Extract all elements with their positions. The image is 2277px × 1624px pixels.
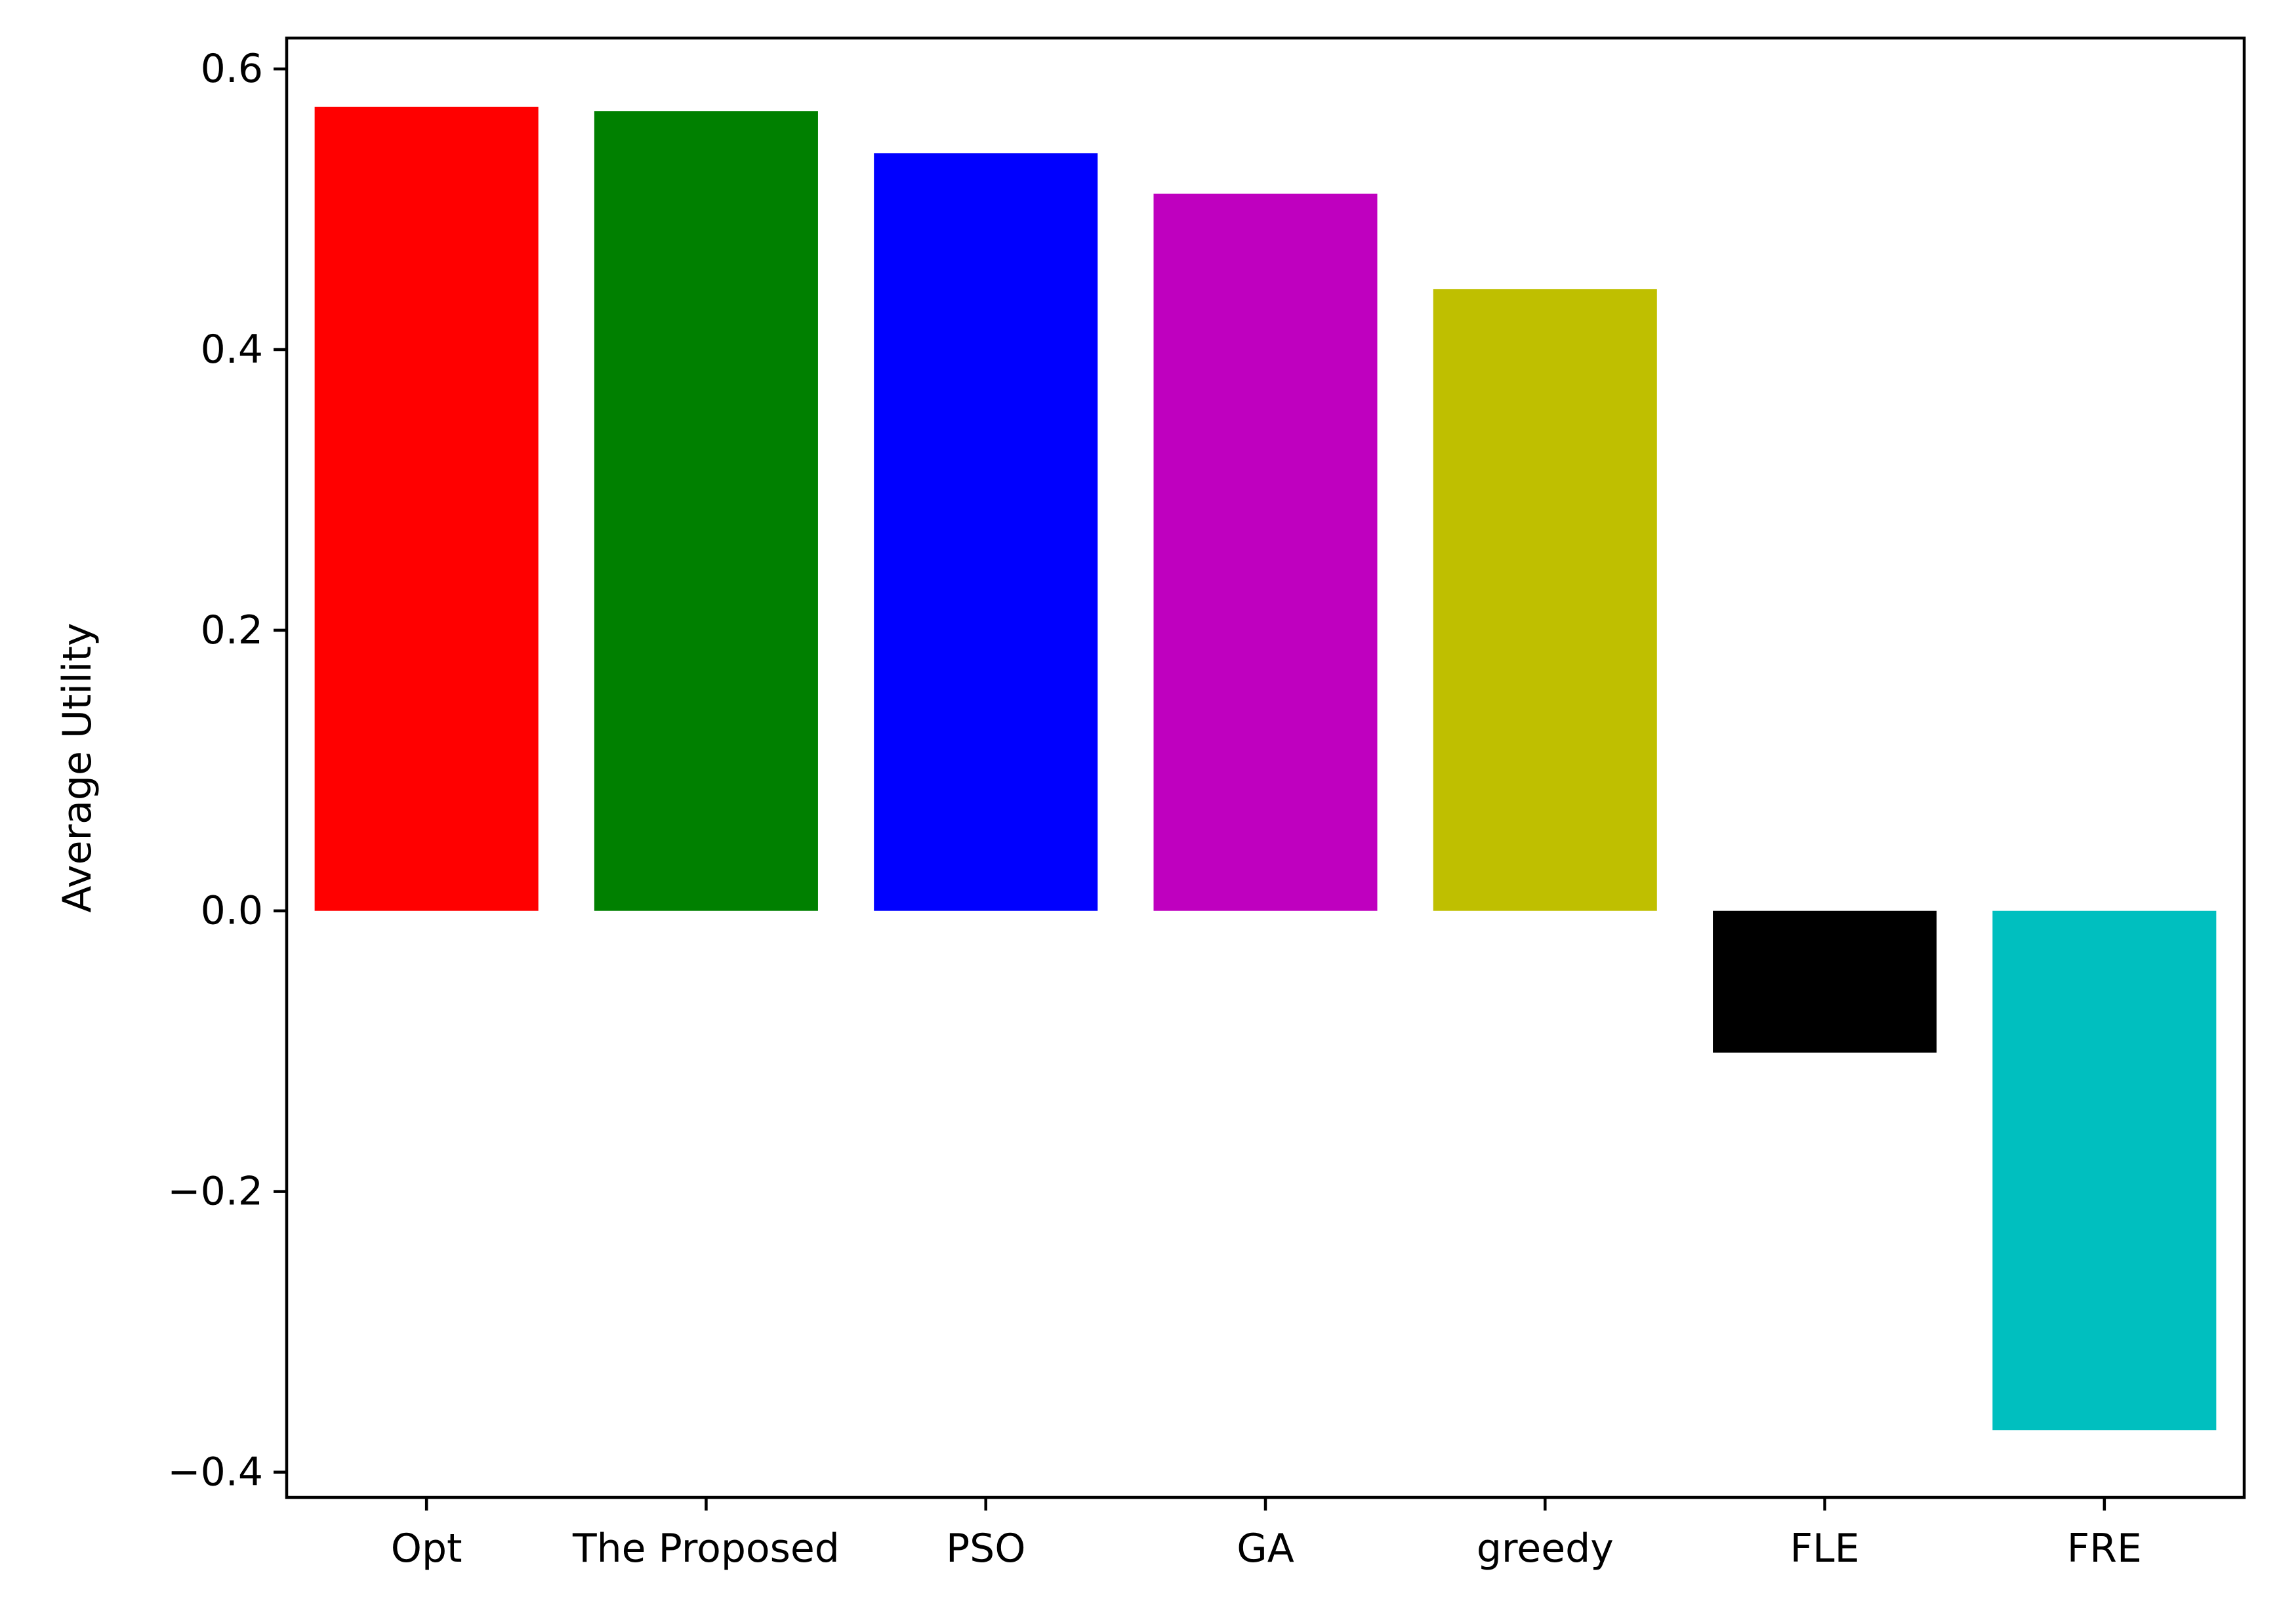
bar-opt xyxy=(314,106,539,911)
bar-fle xyxy=(1713,910,1937,1053)
x-tick-label: PSO xyxy=(946,1526,1026,1572)
y-tick-label: 0.4 xyxy=(201,327,263,373)
y-axis-ticks: −0.4 −0.2 0.0 0.2 0.4 0.6 xyxy=(167,46,287,1495)
bar-fre xyxy=(1992,910,2217,1431)
plot-frame xyxy=(285,36,2246,1499)
bars-group xyxy=(314,106,2217,1431)
y-axis-label: Average Utility xyxy=(54,623,100,913)
x-tick-label: The Proposed xyxy=(572,1526,840,1572)
bar-pso xyxy=(874,153,1098,911)
x-tick-label: FLE xyxy=(1790,1526,1860,1572)
y-tick-label: −0.2 xyxy=(167,1169,263,1215)
bar-the-proposed xyxy=(594,111,818,911)
x-tick-label: FRE xyxy=(2067,1526,2142,1572)
x-tick-label: Opt xyxy=(391,1526,462,1572)
y-tick-label: 0.2 xyxy=(201,607,263,653)
x-axis-ticks: Opt The Proposed PSO GA greedy FLE FRE xyxy=(391,1497,2142,1572)
y-tick-label: −0.4 xyxy=(167,1449,263,1495)
y-tick-label: 0.0 xyxy=(201,888,263,934)
y-tick-label: 0.6 xyxy=(201,46,263,92)
bar-ga xyxy=(1153,193,1378,911)
bar-greedy xyxy=(1433,289,1657,911)
x-tick-label: greedy xyxy=(1477,1526,1614,1572)
x-tick-label: GA xyxy=(1237,1526,1294,1572)
